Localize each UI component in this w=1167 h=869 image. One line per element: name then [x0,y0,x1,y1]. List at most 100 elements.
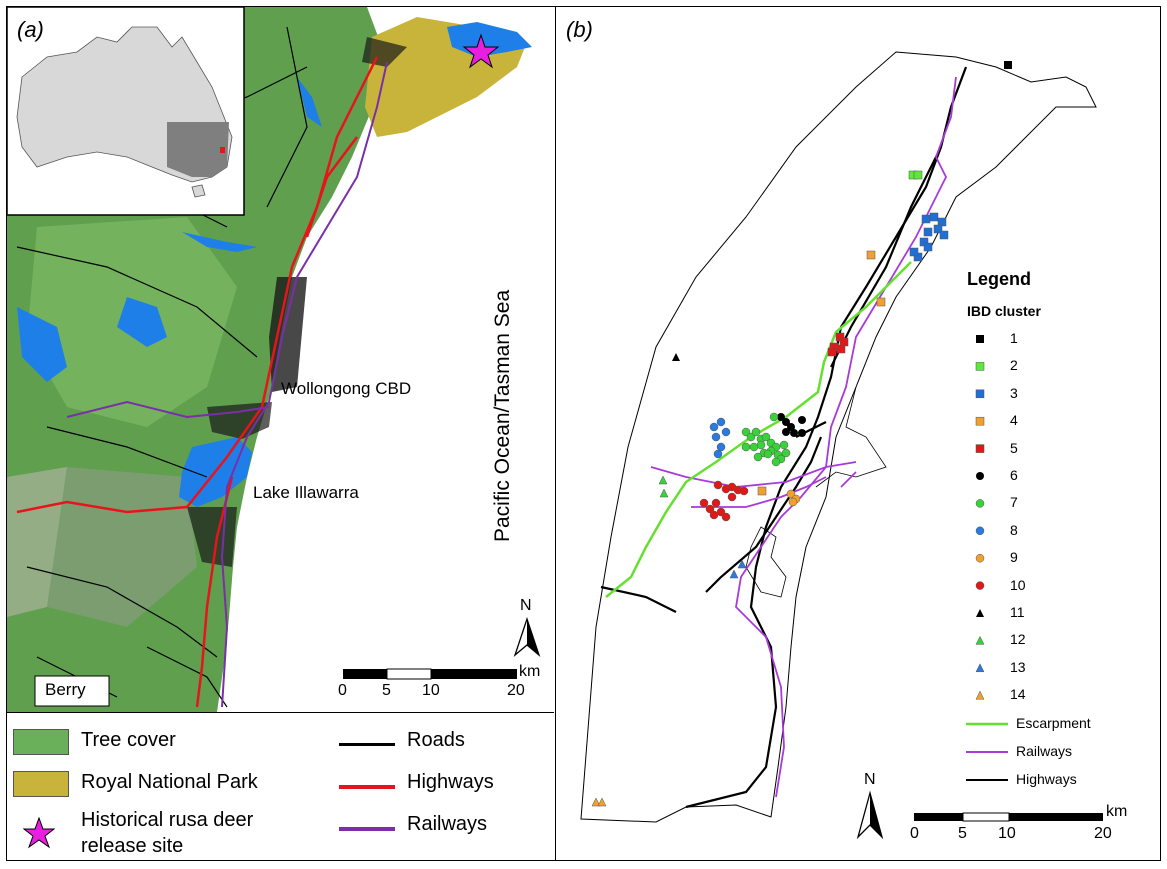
legend-cluster-12-label: 12 [1010,631,1026,648]
legend-cluster-2-symbol [975,362,985,371]
scale-b-tick-5: 5 [958,825,967,842]
map-a-graphic [7,7,554,712]
scale-b-tick-20: 20 [1094,825,1112,842]
cluster-10-point [711,498,721,508]
map-b-graphic [580,51,1103,840]
cluster-13-point [737,559,747,569]
cluster-10-point [705,504,715,514]
panel-b-label: (b) [566,17,593,42]
berry-label: Berry [45,680,86,699]
legend-tree-cover: Tree cover [81,729,176,751]
legend-cluster-11-label: 11 [1010,604,1025,620]
cluster-14-point [591,797,601,807]
cluster-points [591,61,1012,807]
legend-railways-b: Railways [1016,743,1073,759]
legend-cluster-6-label: 6 [1010,467,1018,483]
tree-cover-swatch [13,729,69,755]
legend-cluster-7-label: 7 [1010,494,1018,511]
cluster-6-point [790,429,798,437]
cluster-2-point [913,170,923,180]
legend-cluster-1-label: 1 [1010,330,1018,346]
cluster-3-point [923,227,933,237]
sea-label: Pacific Ocean/Tasman Sea [491,289,514,542]
scale-a-tick-10: 10 [422,682,440,699]
cluster-6-point [787,423,795,431]
cluster-4-point [876,297,886,307]
cluster-7-point [749,442,759,452]
legend-star-icon [23,817,55,849]
map-a: (a) Wollongong CBD Lake Illawarra Berry … [7,7,554,712]
legend-cluster-13-label: 13 [1010,658,1026,675]
cluster-6-point [777,413,785,421]
inset-map [7,7,245,216]
legend-cluster-9-symbol [975,553,985,563]
panel-a-label: (a) [17,17,44,42]
legend-national-park: Royal National Park [81,771,258,793]
legend-cluster-3-symbol [975,389,985,399]
legend-cluster-3-label: 3 [1010,384,1018,401]
cluster-3-point [909,247,919,257]
highways-swatch [339,785,395,789]
legend-cluster-5-symbol [975,444,985,453]
cluster-3-point [921,214,931,224]
scale-bar-b [914,812,1103,822]
panel-b: (b) Legend IBD cluster 1 2 3 4 5 6 7 8 9 10 11 12 13… [555,6,1161,861]
legend-cluster-10-label: 10 [1010,576,1026,593]
cluster-5-point [827,347,837,357]
legend-cluster-7-symbol [975,499,985,508]
roads-swatch [339,743,395,746]
cluster-1-point [1004,61,1012,69]
legend-cluster-4-symbol [975,416,985,426]
cluster-7-point [763,449,773,459]
legend-cluster-5-label: 5 [1010,439,1018,456]
legend-release-site-2: release site [81,835,184,857]
legend-roads: Roads [407,729,465,751]
cluster-12-point [659,488,669,498]
legend-cluster-11-symbol [976,609,984,617]
highway-b-line [685,66,968,809]
scale-bar-a [343,668,517,680]
legend-cluster-13-symbol [975,663,985,673]
scale-b-tick-0: 0 [910,825,919,842]
cluster-6-point [782,428,790,436]
cluster-12-point [658,475,668,485]
scale-b-tick-10: 10 [998,825,1016,842]
legend-cluster-14-label: 14 [1010,686,1026,703]
scale-a-tick-20: 20 [507,682,525,699]
cluster-10-point [699,498,709,508]
legend-release-site: Historical rusa deer [81,809,254,831]
cluster-10-point [739,486,749,496]
cluster-6-point [798,429,806,437]
legend-highways: Highways [407,771,494,793]
railways-swatch [339,827,395,831]
cluster-5-point [836,344,846,354]
cluster-7-point [771,457,781,467]
cluster-10-point [727,492,737,502]
legend-cluster-8-symbol [975,526,985,536]
legend-escarpment: Escarpment [1016,715,1091,731]
scale-a-unit: km [519,663,541,680]
scale-b-unit: km [1106,803,1128,820]
cluster-8-point [713,449,723,459]
legend-cluster-4-label: 4 [1010,412,1018,429]
cluster-7-point [781,448,791,458]
cluster-13-point [729,569,739,579]
cluster-4-point [757,486,767,496]
release-site-star-icon [462,33,500,69]
cluster-7-point [756,440,766,450]
cluster-7-point [761,432,771,442]
cluster-8-point [711,432,721,442]
cluster-14-point [597,797,607,807]
cluster-11-point [672,353,680,361]
cluster-3-point [923,242,933,252]
highway-line [16,56,379,514]
legend-railways: Railways [407,813,488,835]
cluster-6-point [782,418,790,426]
legend-cluster-6-symbol [976,472,984,480]
cluster-7-point [779,440,789,450]
wollongong-label: Wollongong CBD [281,379,412,398]
cluster-8-point [721,427,731,437]
scale-a-tick-5: 5 [382,682,391,699]
legend-cluster-10-symbol [975,581,985,590]
legend-cluster-8-label: 8 [1010,521,1018,538]
